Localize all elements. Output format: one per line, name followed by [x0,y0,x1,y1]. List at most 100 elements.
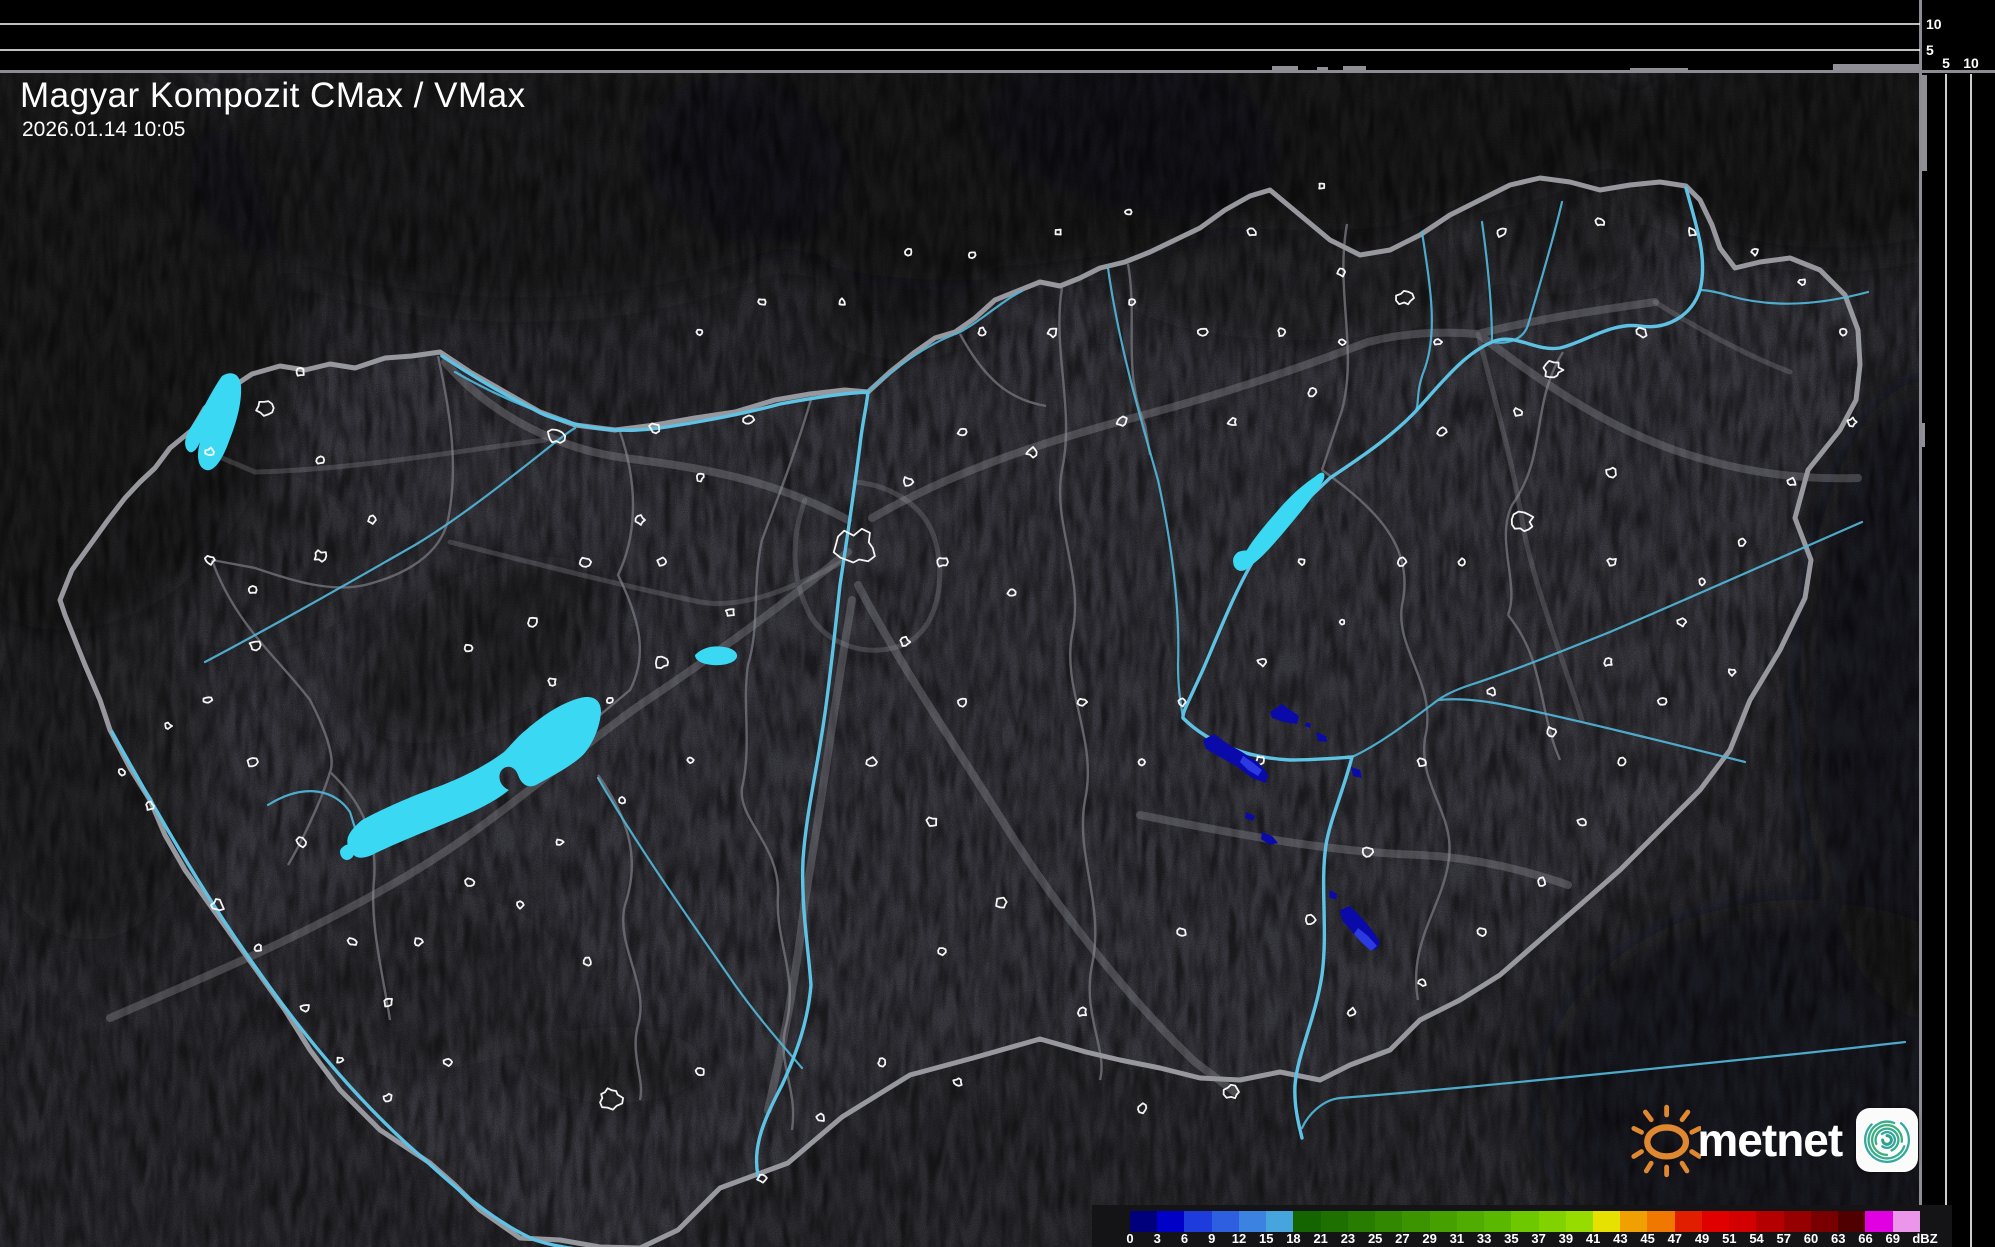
town-outline [599,1087,624,1111]
town-outline [204,555,216,566]
legend-tick: 60 [1803,1231,1819,1246]
legend-tick: 43 [1613,1231,1628,1246]
town-outline [756,1173,768,1184]
town-outline [547,428,567,444]
rivers [203,200,1907,1130]
legend-tick: 49 [1694,1231,1710,1246]
town-outline [925,816,938,827]
town-outline [695,328,704,337]
town-outline [1305,913,1317,925]
town-outline [742,414,756,425]
town-outline [315,455,326,465]
top-profile-echoes [1272,64,1920,71]
town-outline [1025,446,1038,459]
precipitation-echo [1270,704,1299,724]
town-outline [295,367,305,377]
town-outline [1698,577,1706,587]
town-outline [1336,267,1346,278]
town-outline [686,756,695,764]
legend-cell [1157,1211,1185,1232]
town-outline [255,400,275,417]
town-outline [995,896,1008,909]
town-outline [299,1004,310,1013]
roads-secondary [205,299,1793,723]
town-outline [865,756,878,767]
legend-cell [1838,1211,1866,1232]
town-outline [1246,227,1257,237]
top-axis-label-10: 10 [1926,16,1942,32]
legend-cell [1865,1211,1893,1232]
town-outline [248,640,262,652]
town-outline [1617,756,1627,767]
town-outline [578,556,593,568]
town-outline [936,557,949,568]
town-outline [1603,657,1613,667]
town-outline [336,1056,345,1064]
town-outline [1737,537,1747,547]
town-outline [1676,617,1688,628]
town-outline [382,1092,393,1103]
legend-tick: 37 [1531,1231,1546,1246]
legend-cell [1892,1211,1920,1232]
legend-tick: 69 [1885,1231,1900,1246]
town-outline [367,514,377,525]
legend-tick: 15 [1258,1231,1274,1246]
town-outline [1346,1006,1357,1017]
town-outline [696,472,705,483]
town-outline [1786,476,1797,486]
town-outline [1255,755,1265,766]
town-outline [1307,387,1318,398]
legend-cell [1511,1211,1539,1232]
legend-color-bar [1130,1211,1920,1232]
town-outline [1128,298,1137,307]
danube-river [440,354,870,1178]
town-outline [1606,557,1617,567]
town-outline [1196,327,1209,337]
town-outline [202,696,214,704]
legend-cell [1620,1211,1648,1232]
legend-tick: 0 [1126,1231,1134,1246]
legend-cell [1211,1211,1239,1232]
major-rivers [110,186,1705,1247]
precipitation-echo [1351,767,1362,778]
town-outline [1576,817,1587,827]
town-outline [1510,510,1535,533]
page-title: Magyar Kompozit CMax / VMax [20,76,526,115]
town-outline [1433,338,1443,346]
town-outline [1123,208,1133,216]
town-outline [582,956,592,967]
town-outline [413,937,424,947]
legend-tick: 29 [1422,1231,1437,1246]
legend-cell [1266,1211,1294,1232]
precipitation-echo [1261,832,1278,845]
town-outline [902,476,915,487]
town-outline [1496,227,1507,238]
legend-cell [1729,1211,1757,1232]
app-icon [1856,1108,1918,1172]
tisza-river [1181,186,1705,1140]
town-outline [967,251,977,260]
spiral-logo-icon [1864,1116,1911,1164]
legend-cell [1347,1211,1376,1232]
legend-tick: 57 [1776,1231,1792,1246]
drava-river [110,730,576,1247]
right-axis-label-5: 5 [1942,55,1950,71]
town-outline [757,298,767,306]
legend-cell [1320,1211,1348,1232]
legend-cell [1647,1211,1675,1232]
legend-tick: 12 [1231,1231,1247,1246]
town-outline [246,757,259,768]
legend-cell [1592,1211,1621,1232]
legend-tick: 66 [1858,1231,1873,1246]
town-outline [313,549,328,563]
precipitation-echo [1354,928,1377,951]
town-outline [1838,327,1848,337]
town-outline [210,898,225,912]
town-outline [1594,217,1606,227]
legend-tick: 54 [1749,1231,1764,1246]
town-outline [1361,846,1375,858]
town-outline [1546,726,1558,738]
town-outline [1542,360,1565,379]
